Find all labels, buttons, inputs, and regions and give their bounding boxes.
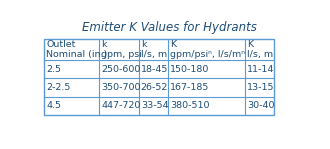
- Text: K
l/s, m: K l/s, m: [247, 39, 273, 59]
- Text: k
gpm, psi: k gpm, psi: [101, 39, 142, 59]
- Text: 4.5: 4.5: [46, 101, 61, 110]
- Text: 350-700: 350-700: [101, 83, 141, 92]
- Text: K
gpm/psiⁿ, l/s/mⁿ: K gpm/psiⁿ, l/s/mⁿ: [170, 39, 245, 59]
- Text: 33-54: 33-54: [141, 101, 168, 110]
- Text: 167-185: 167-185: [170, 83, 210, 92]
- Text: 2-2.5: 2-2.5: [46, 83, 71, 92]
- Text: 150-180: 150-180: [170, 65, 210, 74]
- Text: 26-52: 26-52: [141, 83, 168, 92]
- Text: Emitter K Values for Hydrants: Emitter K Values for Hydrants: [82, 21, 256, 34]
- Text: 11-14: 11-14: [247, 65, 274, 74]
- Text: Outlet
Nominal (in.): Outlet Nominal (in.): [46, 39, 107, 59]
- Text: 250-600: 250-600: [101, 65, 141, 74]
- Text: k
l/s, m: k l/s, m: [141, 39, 167, 59]
- Text: 30-40: 30-40: [247, 101, 274, 110]
- Text: 18-45: 18-45: [141, 65, 168, 74]
- Text: 380-510: 380-510: [170, 101, 210, 110]
- Text: 13-15: 13-15: [247, 83, 274, 92]
- Text: 2.5: 2.5: [46, 65, 61, 74]
- FancyBboxPatch shape: [44, 39, 275, 115]
- Text: 447-720: 447-720: [101, 101, 141, 110]
